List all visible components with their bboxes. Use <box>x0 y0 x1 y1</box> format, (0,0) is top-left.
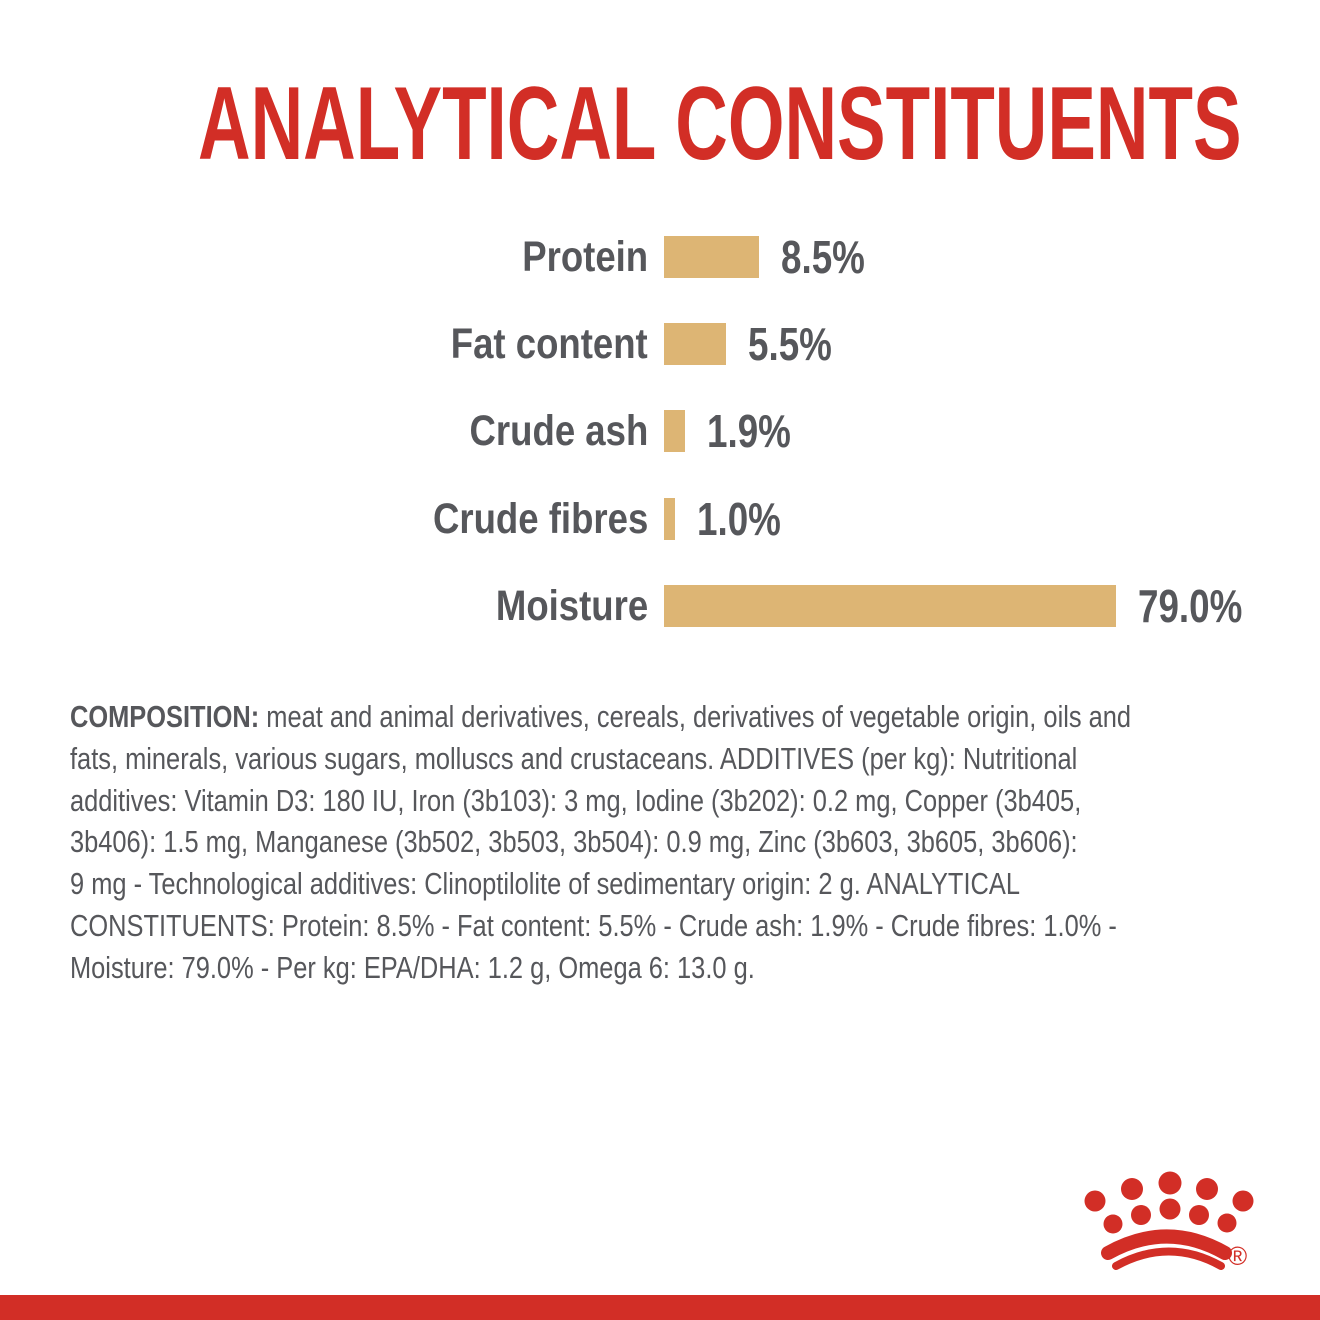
chart-bar-fat-content <box>664 323 726 365</box>
chart-label-protein: Protein <box>522 233 648 281</box>
composition-line: 9 mg - Technological additives: Clinopti… <box>70 866 1020 902</box>
chart-label-fat-content: Fat content <box>451 320 648 368</box>
chart-label-crude-fibres: Crude fibres <box>432 495 648 543</box>
crown-dots <box>1084 1171 1254 1234</box>
composition-lead: COMPOSITION: <box>70 699 260 734</box>
composition-line: CONSTITUENTS: Protein: 8.5% - Fat conten… <box>70 907 1117 943</box>
chart-value-fat-content: 5.5% <box>747 318 832 370</box>
chart-bar-moisture <box>664 585 1116 627</box>
footer-red-bar <box>0 1295 1320 1320</box>
chart-label-crude-ash: Crude ash <box>469 407 648 455</box>
royal-canin-crown-logo: ® <box>1084 1171 1254 1271</box>
crown-base-arcs <box>1101 1229 1232 1270</box>
chart-value-crude-fibres: 1.0% <box>697 493 782 545</box>
composition-line: COMPOSITION: meat and animal derivatives… <box>70 699 1132 734</box>
chart-bar-crude-fibres <box>664 498 676 540</box>
composition-line: Moisture: 79.0% - Per kg: EPA/DHA: 1.2 g… <box>70 949 755 985</box>
composition-line: fats, minerals, various sugars, molluscs… <box>70 740 1078 776</box>
registered-trademark-symbol: ® <box>1228 1241 1247 1271</box>
chart-label-moisture: Moisture <box>495 582 648 630</box>
chart-bar-protein <box>664 236 760 278</box>
chart-bar-crude-ash <box>664 410 686 452</box>
composition-line: 3b406): 1.5 mg, Manganese (3b502, 3b503,… <box>70 824 1078 860</box>
composition-line: additives: Vitamin D3: 180 IU, Iron (3b1… <box>70 782 1082 818</box>
chart-value-crude-ash: 1.9% <box>707 405 792 457</box>
chart-value-protein: 8.5% <box>781 231 866 283</box>
analytical-constituents-chart: Protein 8.5% Fat content 5.5% Crude ash 1.9% C… <box>432 231 1243 632</box>
page-title: ANALYTICAL CONSTITUENTS <box>198 66 1242 182</box>
composition-text: COMPOSITION: meat and animal derivatives… <box>70 696 1131 989</box>
chart-value-moisture: 79.0% <box>1138 580 1243 632</box>
